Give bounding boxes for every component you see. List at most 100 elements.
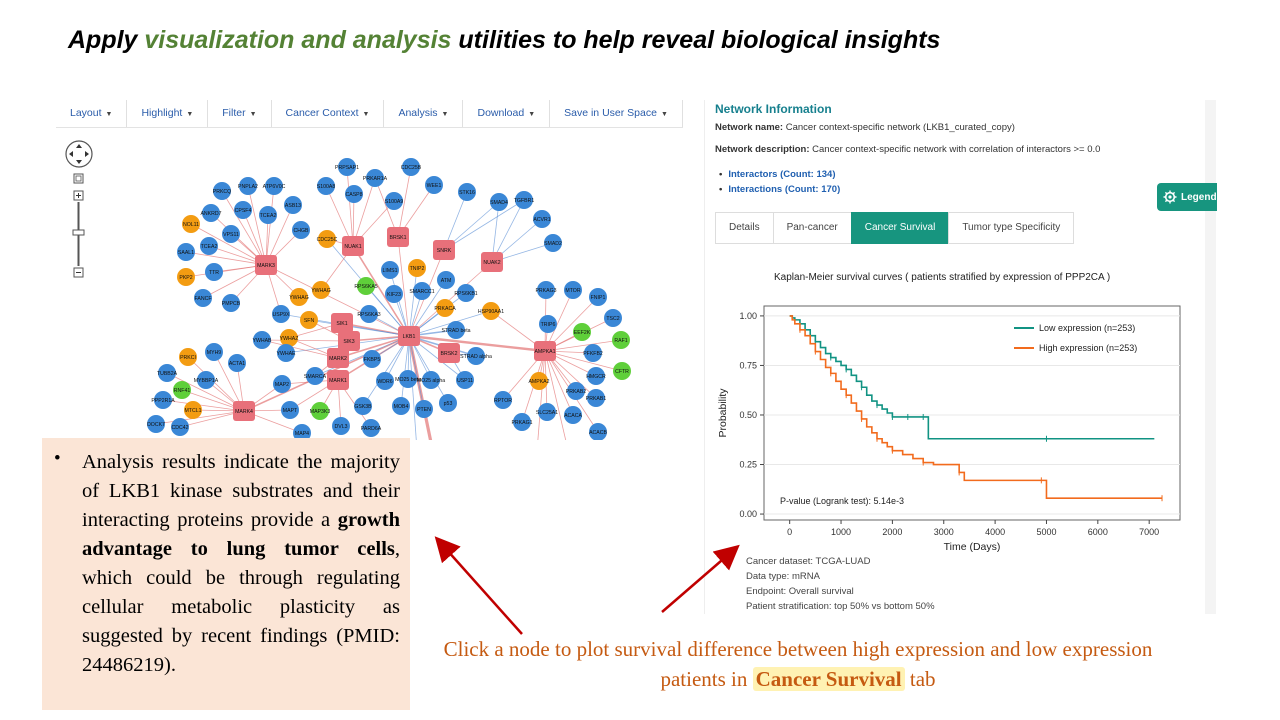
network-node-rps6kb1[interactable]: RPS6KB1 bbox=[454, 284, 478, 302]
network-node-mark1[interactable]: MARK1 bbox=[327, 370, 349, 390]
network-node-ampka1[interactable]: AMPKA1 bbox=[534, 341, 556, 361]
network-node-prkcq[interactable]: PRKCQ bbox=[213, 182, 231, 200]
network-node-fancf[interactable]: FANCF bbox=[194, 289, 212, 307]
network-node-atp6v0c[interactable]: ATP6V0C bbox=[263, 177, 286, 195]
network-node-cdc25c[interactable]: CDC25C bbox=[317, 230, 338, 248]
network-node-cdc25b[interactable]: CDC25B bbox=[401, 158, 422, 176]
network-node-atm[interactable]: ATM bbox=[437, 271, 455, 289]
tab-details[interactable]: Details bbox=[715, 212, 773, 244]
network-node-trip6[interactable]: TRIP6 bbox=[539, 315, 557, 333]
network-node-prkag1[interactable]: PRKAG1 bbox=[511, 413, 533, 431]
network-node-strada[interactable]: STRAD alpha bbox=[460, 347, 492, 365]
network-node-rptor[interactable]: RPTOR bbox=[494, 391, 512, 409]
network-node-tcea2a[interactable]: TCEA2 bbox=[259, 206, 277, 224]
network-node-ttr[interactable]: TTR bbox=[205, 263, 223, 281]
network-node-pkp2[interactable]: PKP2 bbox=[177, 268, 195, 286]
network-node-dvl3[interactable]: DVL3 bbox=[332, 417, 350, 435]
network-node-ampka2[interactable]: AMPKA2 bbox=[528, 372, 550, 390]
network-node-p53[interactable]: p53 bbox=[439, 394, 457, 412]
toolbar-cancer-context-button[interactable]: Cancer Context ▼ bbox=[271, 100, 385, 127]
network-node-kif23[interactable]: KIF23 bbox=[385, 285, 403, 303]
network-node-prkab2[interactable]: PRKAB2 bbox=[566, 382, 587, 400]
network-node-smarca[interactable]: SMARCA bbox=[304, 367, 327, 385]
network-node-fkbp5[interactable]: FKBP5 bbox=[363, 350, 381, 368]
network-node-usp11[interactable]: USP11 bbox=[456, 371, 474, 389]
network-node-prkag3[interactable]: PRKAG3 bbox=[535, 281, 557, 299]
network-node-hsp90aa1[interactable]: HSP90AA1 bbox=[478, 302, 504, 320]
network-node-wdr6[interactable]: WDR6 bbox=[376, 372, 394, 390]
network-node-mark2[interactable]: MARK2 bbox=[327, 348, 349, 368]
network-node-tubb2a[interactable]: TUBB2A bbox=[157, 364, 178, 382]
network-panel[interactable]: MARK3 NUAK1 BRSK1 SNRK NUAK2 SIK1 SIK3 LKB1 MARK… bbox=[56, 100, 696, 440]
pan-control-icon[interactable] bbox=[64, 140, 96, 280]
network-node-cpsf4[interactable]: CPSF4 bbox=[234, 201, 252, 219]
network-node-sik3[interactable]: SIK3 bbox=[338, 331, 360, 351]
network-node-sik1[interactable]: SIK1 bbox=[331, 313, 353, 333]
network-node-cdc42[interactable]: CDC42 bbox=[171, 418, 189, 436]
network-node-asb13[interactable]: ASB13 bbox=[284, 196, 302, 214]
network-node-ywhab[interactable]: YWHAB bbox=[252, 331, 272, 349]
network-node-casp8[interactable]: CASP8 bbox=[345, 185, 363, 203]
network-node-prkci[interactable]: PRKCI bbox=[179, 348, 197, 366]
network-node-ppp2r1a[interactable]: PPP2R1A bbox=[151, 391, 175, 409]
toolbar-analysis-button[interactable]: Analysis ▼ bbox=[384, 100, 464, 127]
network-node-slc25a1[interactable]: SLC25A1 bbox=[536, 403, 558, 421]
legend-button[interactable]: Legend bbox=[1157, 183, 1217, 211]
network-node-mark4[interactable]: MARK4 bbox=[233, 401, 255, 421]
network-node-smarcc1[interactable]: SMARCC1 bbox=[409, 282, 435, 300]
network-node-tsc2[interactable]: TSC2 bbox=[604, 309, 622, 327]
network-node-rps6ka5[interactable]: RPS6KA5 bbox=[354, 277, 378, 295]
network-node-ywhaz[interactable]: YWHAZ bbox=[280, 329, 299, 347]
tab-tumor-type-specificity[interactable]: Tumor type Specificity bbox=[948, 212, 1075, 244]
network-node-acacb[interactable]: ACACB bbox=[589, 423, 607, 440]
interactors-link[interactable]: Interactors (Count: 134) bbox=[719, 169, 835, 180]
network-node-wee1[interactable]: WEE1 bbox=[425, 176, 443, 194]
network-node-dock7[interactable]: DOCK7 bbox=[147, 415, 165, 433]
network-node-mapt[interactable]: MAPT bbox=[281, 401, 299, 419]
toolbar-highlight-button[interactable]: Highlight ▼ bbox=[127, 100, 209, 127]
network-node-map4[interactable]: MAP4 bbox=[293, 424, 311, 440]
network-node-acta1[interactable]: ACTA1 bbox=[228, 354, 246, 372]
network-node-nuak2[interactable]: NUAK2 bbox=[481, 252, 503, 272]
network-node-mob4[interactable]: MOB4 bbox=[392, 397, 410, 415]
toolbar-save-in-user-space-button[interactable]: Save in User Space ▼ bbox=[550, 100, 683, 127]
network-node-hmgcr[interactable]: HMGCR bbox=[586, 367, 606, 385]
network-node-mybbp1a[interactable]: MYBBP1A bbox=[194, 371, 219, 389]
network-node-map2[interactable]: MAP2 bbox=[273, 375, 291, 393]
network-node-s100a9[interactable]: S100A9 bbox=[385, 192, 404, 210]
network-node-tnip2[interactable]: TNIP2 bbox=[408, 259, 426, 277]
network-node-sfn[interactable]: SFN bbox=[300, 311, 318, 329]
network-node-fnip1[interactable]: FNIP1 bbox=[589, 288, 607, 306]
network-node-acaca[interactable]: ACACA bbox=[564, 406, 582, 424]
toolbar-download-button[interactable]: Download ▼ bbox=[463, 100, 551, 127]
network-node-snrk[interactable]: SNRK bbox=[433, 240, 455, 260]
network-node-tgfbr1[interactable]: TGFBR1 bbox=[514, 191, 535, 209]
network-node-gsk3b[interactable]: GSK3B bbox=[354, 397, 372, 415]
network-node-brsk1[interactable]: BRSK1 bbox=[387, 227, 409, 247]
network-node-s100a8[interactable]: S100A8 bbox=[317, 177, 336, 195]
network-node-rps6ka3[interactable]: RPS6KA3 bbox=[357, 305, 381, 323]
network-node-vps11[interactable]: VPS11 bbox=[222, 225, 240, 243]
network-node-brsk2[interactable]: BRSK2 bbox=[438, 343, 460, 363]
network-node-stradb[interactable]: STRAD beta bbox=[441, 321, 471, 339]
network-node-pfkfb2[interactable]: PFKFB2 bbox=[583, 344, 603, 362]
tab-cancer-survival[interactable]: Cancer Survival bbox=[850, 212, 949, 244]
network-node-nol11[interactable]: NOL11 bbox=[182, 215, 200, 233]
network-node-saal1[interactable]: SAAL1 bbox=[177, 243, 195, 261]
toolbar-layout-button[interactable]: Layout ▼ bbox=[56, 100, 128, 127]
network-node-lkb1[interactable]: LKB1 bbox=[398, 326, 420, 346]
network-node-ywhae[interactable]: YWHAE bbox=[276, 344, 296, 362]
network-node-chgb[interactable]: CHGB bbox=[292, 221, 310, 239]
toolbar-filter-button[interactable]: Filter ▼ bbox=[208, 100, 272, 127]
zoom-pan-control[interactable] bbox=[64, 140, 96, 280]
network-node-smad4[interactable]: SMAD4 bbox=[490, 193, 508, 211]
network-node-smad2[interactable]: SMAD2 bbox=[544, 234, 562, 252]
network-node-mtor[interactable]: MTOR bbox=[564, 281, 582, 299]
network-node-pten[interactable]: PTEN bbox=[415, 400, 433, 418]
network-node-ankrd7[interactable]: ANKRD7 bbox=[200, 204, 222, 222]
network-node-prkaca[interactable]: PRKACA bbox=[434, 299, 456, 317]
network-node-mo25b[interactable]: MO25 beta bbox=[395, 370, 421, 388]
network-node-myh9[interactable]: MYH9 bbox=[205, 343, 223, 361]
network-node-cftr[interactable]: CFTR bbox=[613, 362, 631, 380]
network-node-eef2k[interactable]: EEF2K bbox=[573, 323, 591, 341]
